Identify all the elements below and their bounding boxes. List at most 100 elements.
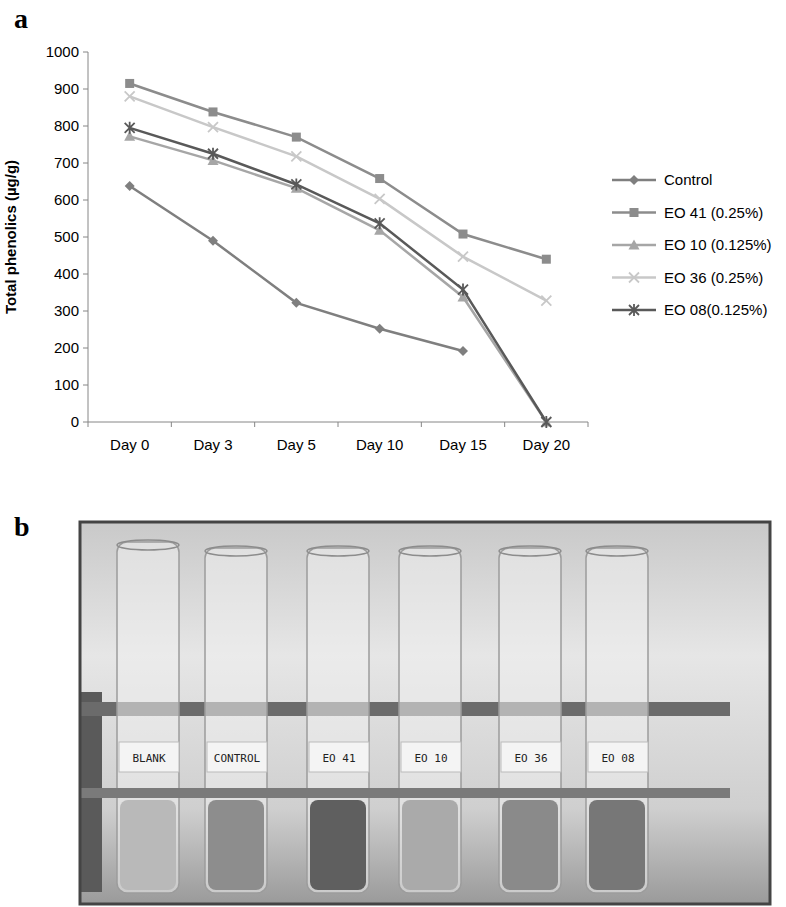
rack-bar xyxy=(80,788,730,798)
tube-label: EO 36 xyxy=(514,752,547,765)
point xyxy=(541,416,551,428)
y-tick xyxy=(83,385,88,386)
photo: BLANK CONTROL EO 41 EO 10 EO 36 EO 08 xyxy=(80,522,770,904)
point xyxy=(208,236,218,246)
tube-label: BLANK xyxy=(132,752,165,765)
point xyxy=(292,133,301,142)
y-tick-label: 400 xyxy=(54,265,79,282)
series-line xyxy=(130,136,547,422)
legend-marker xyxy=(629,240,640,250)
tube-label-patch xyxy=(588,742,648,772)
x-tick-label: Day 10 xyxy=(356,436,404,453)
y-tick xyxy=(83,163,88,164)
legend-label: EO 10 (0.125%) xyxy=(664,236,772,253)
y-tick xyxy=(83,348,88,349)
y-tick xyxy=(83,237,88,238)
series-line xyxy=(130,96,547,300)
tube-label-patch xyxy=(207,742,267,772)
tube-label: EO 08 xyxy=(601,752,634,765)
tube-label-patch xyxy=(401,742,461,772)
x-tick xyxy=(254,422,255,427)
tube-liquid xyxy=(402,800,458,890)
point xyxy=(208,122,218,132)
legend-label: EO 08(0.125%) xyxy=(664,301,767,318)
tube-label-patch xyxy=(501,742,561,772)
y-tick-label: 300 xyxy=(54,302,79,319)
tube-label: EO 10 xyxy=(414,752,447,765)
tube xyxy=(499,548,561,893)
tube xyxy=(307,548,369,893)
point xyxy=(375,174,384,183)
point xyxy=(209,107,218,116)
y-tick-label: 100 xyxy=(54,376,79,393)
tube-rim xyxy=(117,540,179,550)
x-tick xyxy=(171,422,172,427)
background xyxy=(0,0,786,907)
legend-marker xyxy=(629,304,639,316)
tube xyxy=(586,548,648,893)
y-tick xyxy=(83,126,88,127)
tube-rim xyxy=(586,546,648,556)
legend-label: EO 41 (0.25%) xyxy=(664,204,763,221)
tube-label-patch xyxy=(119,742,179,772)
y-tick xyxy=(83,52,88,53)
y-tick-label: 800 xyxy=(54,117,79,134)
legend-marker xyxy=(629,273,639,283)
point xyxy=(458,346,468,356)
y-tick-label: 700 xyxy=(54,154,79,171)
tube-label: CONTROL xyxy=(214,752,261,765)
legend-marker xyxy=(630,208,639,217)
x-tick-label: Day 5 xyxy=(277,436,316,453)
y-tick-label: 900 xyxy=(54,80,79,97)
y-tick-label: 1000 xyxy=(46,43,79,60)
series-line xyxy=(130,128,547,422)
y-tick xyxy=(83,89,88,90)
photo-frame xyxy=(80,522,770,904)
y-tick-label: 200 xyxy=(54,339,79,356)
point xyxy=(458,284,468,296)
photo-background xyxy=(80,522,770,904)
tube xyxy=(117,542,179,893)
y-tick-label: 600 xyxy=(54,191,79,208)
y-tick xyxy=(83,274,88,275)
x-tick xyxy=(338,422,339,427)
point xyxy=(291,298,301,308)
point xyxy=(459,230,468,239)
tube xyxy=(399,548,461,893)
tube-liquid xyxy=(120,800,176,890)
y-tick xyxy=(83,311,88,312)
tube-label: EO 41 xyxy=(322,752,355,765)
x-tick-label: Day 20 xyxy=(523,436,571,453)
y-tick-label: 500 xyxy=(54,228,79,245)
tube-rim xyxy=(399,546,461,556)
tube xyxy=(205,548,267,893)
point xyxy=(125,122,135,134)
tube-rim xyxy=(499,546,561,556)
tube-label-patch xyxy=(309,742,369,772)
point xyxy=(458,252,468,262)
x-tick-label: Day 0 xyxy=(110,436,149,453)
tube-liquid xyxy=(502,800,558,890)
y-tick xyxy=(83,422,88,423)
point xyxy=(542,255,551,264)
tube-liquid xyxy=(589,800,645,890)
point xyxy=(375,217,385,229)
legend-label: Control xyxy=(664,171,712,188)
legend-marker xyxy=(629,175,639,185)
y-axis-label: Total phenolics (µg/g) xyxy=(2,160,19,314)
point xyxy=(125,91,135,101)
series-line xyxy=(130,186,463,351)
tube-liquid xyxy=(310,800,366,890)
point xyxy=(208,148,218,160)
point xyxy=(541,296,551,306)
point xyxy=(125,181,135,191)
y-tick-label: 0 xyxy=(71,413,79,430)
legend-label: EO 36 (0.25%) xyxy=(664,269,763,286)
tube-liquid xyxy=(208,800,264,890)
point xyxy=(375,324,385,334)
tube-rim xyxy=(307,546,369,556)
y-tick xyxy=(83,200,88,201)
panel-label: a xyxy=(14,3,28,34)
point xyxy=(375,194,385,204)
x-tick xyxy=(504,422,505,427)
